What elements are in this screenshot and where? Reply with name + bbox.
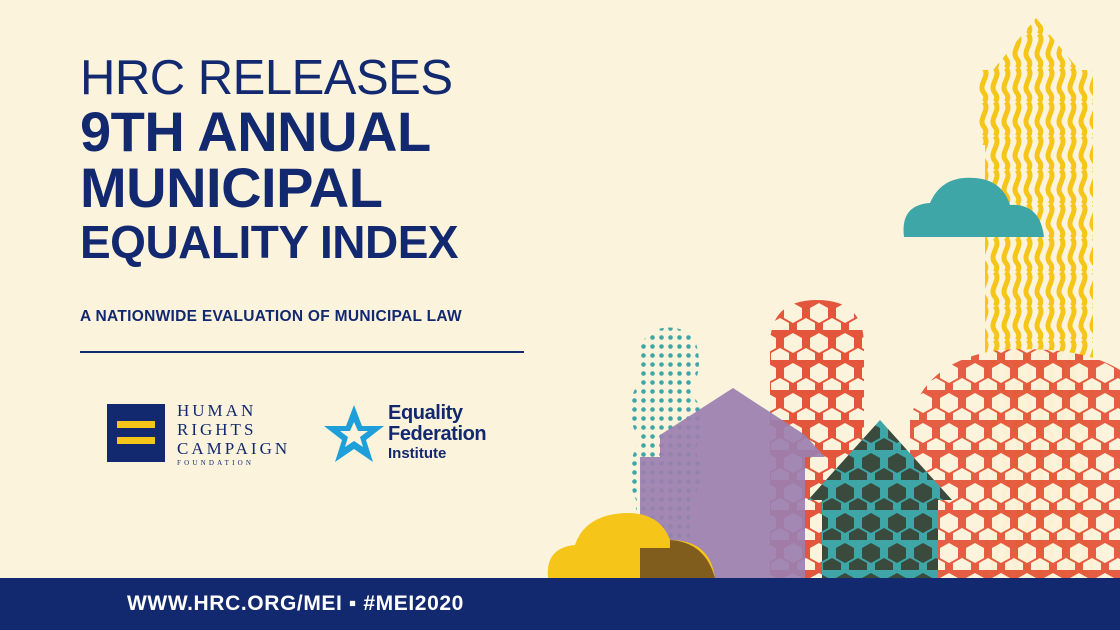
efi-logo-line-3: Institute: [388, 445, 447, 462]
equal-sign-logo-icon: [107, 404, 165, 462]
headline-line-4: EQUALITY INDEX: [80, 216, 459, 268]
purple-house-shape: [640, 388, 825, 578]
hrc-logo-line-1: HUMAN: [177, 401, 257, 420]
divider: [80, 351, 524, 353]
headline-line-3: MUNICIPAL: [80, 156, 383, 219]
teal-cloud-shape: [903, 177, 1044, 237]
efi-logo-text: Equality Federation Institute: [388, 402, 487, 463]
efi-logo-line-1: Equality: [388, 402, 463, 424]
headline-line-1: HRC RELEASES: [80, 51, 453, 105]
brown-cloud-overlap-shape: [640, 540, 715, 578]
efi-logo-line-2: Federation: [388, 423, 487, 445]
headline: HRC RELEASES 9TH ANNUAL MUNICIPAL EQUALI…: [80, 52, 540, 268]
hrc-logo-line-4: FOUNDATION: [177, 459, 255, 467]
headline-line-2: 9TH ANNUAL: [80, 100, 431, 163]
teal-house-shape: [808, 420, 952, 578]
footer-link-text: WWW.HRC.ORG/MEI ▪ #MEI2020: [127, 592, 464, 615]
hrc-logo-line-3: CAMPAIGN: [177, 439, 291, 458]
hex-mound-shape: [910, 349, 1120, 578]
footer-bar: WWW.HRC.ORG/MEI ▪ #MEI2020: [0, 578, 1120, 630]
hrc-logo-text: HUMAN RIGHTS CAMPAIGN FOUNDATION: [177, 401, 290, 468]
star-logo-icon: [324, 405, 384, 462]
hrc-logo-line-2: RIGHTS: [177, 420, 257, 439]
subtitle: A NATIONWIDE EVALUATION OF MUNICIPAL LAW: [80, 308, 462, 325]
